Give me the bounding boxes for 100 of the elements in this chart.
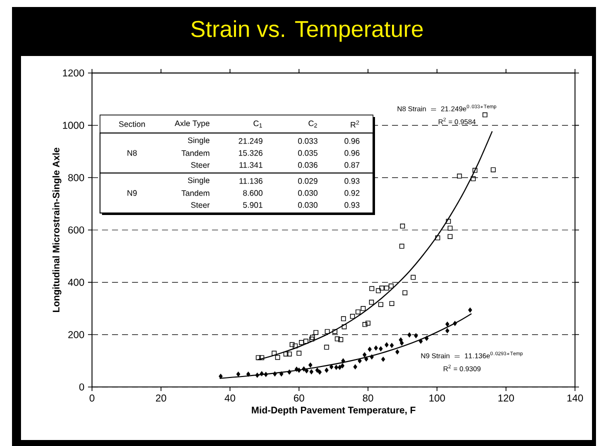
annotation: $\mathrm{N9\ Strain\ =\ 11.136e}^{\mathrm{0.0293*Temp}}$ — [421, 352, 523, 358]
x-tick-label: 0 — [90, 394, 94, 402]
point — [379, 286, 384, 291]
point — [287, 370, 292, 375]
point — [369, 300, 374, 305]
point — [315, 368, 320, 373]
point — [402, 290, 408, 296]
point — [360, 306, 366, 311]
annotation: 5.901 — [243, 202, 262, 208]
point — [362, 322, 368, 327]
point — [296, 350, 302, 356]
point — [370, 354, 374, 360]
point — [400, 340, 404, 346]
annotation: N9 — [128, 190, 137, 196]
y-tick-label: 1200 — [62, 69, 84, 77]
point — [407, 332, 412, 338]
annotation: N8 — [128, 150, 137, 156]
annotation: $\mathrm{N8\ Strain\ =\ 21.249e}^{\mathrm{0.033*Temp}}$ — [398, 104, 496, 112]
point — [303, 338, 308, 344]
annotation: 0.029 — [298, 178, 318, 184]
point — [389, 301, 394, 306]
annotation: C$_{1}$ — [254, 120, 262, 128]
point — [472, 168, 478, 173]
y-tick-label: 800 — [68, 174, 84, 182]
point — [236, 372, 240, 377]
x-axis-title: Mid-Depth Pavement Temperature, F — [252, 406, 416, 416]
point — [398, 337, 403, 342]
y-tick-label: 600 — [68, 226, 84, 234]
point — [378, 346, 383, 352]
point — [448, 226, 453, 231]
point — [384, 342, 389, 348]
y-tick-label: 0 — [79, 383, 84, 391]
point — [448, 234, 453, 239]
point — [272, 350, 277, 356]
annotation: Steer — [191, 162, 210, 168]
point — [334, 364, 338, 370]
x-tick-label: 20 — [156, 394, 166, 402]
point — [340, 363, 344, 368]
point — [400, 224, 405, 229]
annotation: 0.96 — [344, 138, 360, 144]
point — [376, 288, 381, 294]
annotation: 0.96 — [344, 150, 360, 156]
point — [297, 368, 301, 373]
point — [399, 244, 404, 249]
point — [264, 372, 268, 377]
annotation: 15.326 — [238, 150, 262, 156]
annotation: Tandem — [182, 150, 210, 156]
point — [366, 320, 370, 326]
point — [310, 334, 315, 340]
point — [255, 372, 260, 378]
point — [418, 338, 423, 344]
annotation: 0.93 — [344, 178, 360, 184]
point — [342, 324, 347, 330]
point — [272, 371, 277, 376]
point — [445, 328, 450, 334]
point — [468, 308, 472, 313]
y-axis-title: Longitudinal Microstrain-Single Axle — [52, 148, 62, 312]
point — [381, 356, 386, 362]
point — [286, 352, 292, 356]
annotation: Axle Type — [174, 120, 210, 128]
point — [338, 337, 344, 342]
point — [332, 329, 338, 334]
point — [353, 364, 358, 370]
annotation: Section — [119, 121, 145, 127]
x-tick-label: 120 — [498, 394, 514, 402]
annotation: 11.341 — [240, 162, 262, 168]
annotation: 0.030 — [298, 202, 318, 208]
point — [275, 354, 280, 360]
point — [388, 284, 394, 288]
point — [341, 316, 346, 322]
point — [482, 112, 488, 118]
point — [338, 364, 342, 370]
point — [350, 314, 355, 319]
annotation: 11.136 — [240, 178, 262, 184]
point — [364, 356, 368, 362]
point — [424, 336, 429, 341]
point — [356, 309, 360, 314]
point — [390, 342, 394, 348]
point — [362, 352, 366, 358]
point — [410, 274, 416, 280]
point — [369, 286, 374, 292]
x-tick-label: 80 — [362, 394, 374, 402]
x-tick-label: 140 — [567, 394, 583, 402]
point — [341, 358, 346, 364]
annotation: 8.600 — [243, 190, 262, 196]
point — [446, 218, 451, 224]
point — [310, 369, 314, 374]
point — [445, 322, 450, 327]
point — [283, 352, 288, 356]
y-tick-label: 400 — [68, 278, 84, 286]
annotation: 0.033 — [298, 138, 318, 144]
point — [334, 336, 340, 342]
annotation: 0.87 — [344, 162, 360, 168]
chart-title: Strain vs. Temperature — [191, 20, 423, 42]
point — [330, 364, 334, 370]
x-tick-label: 100 — [429, 394, 445, 402]
annotation: 0.92 — [344, 190, 360, 196]
point — [358, 358, 362, 364]
point — [324, 329, 330, 334]
y-tick-label: 200 — [68, 331, 84, 338]
